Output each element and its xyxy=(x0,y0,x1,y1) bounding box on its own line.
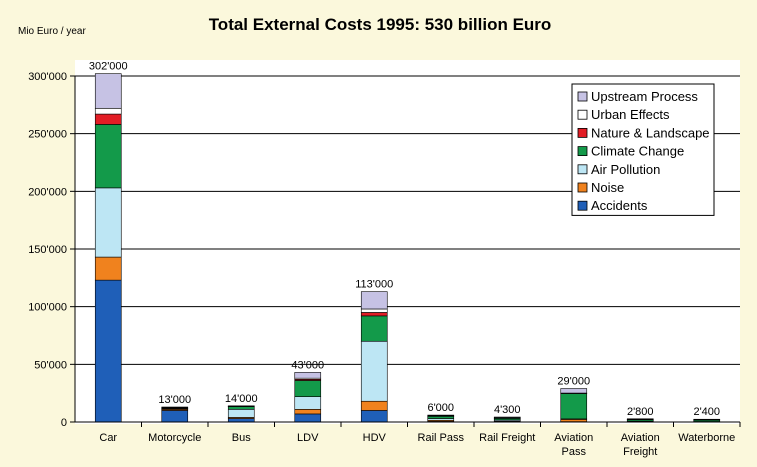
x-tick-label: Aviation xyxy=(554,432,593,444)
y-tick-label: 300'000 xyxy=(28,71,67,83)
bar-segment xyxy=(94,73,122,109)
legend-swatch xyxy=(577,182,588,193)
bar-total-label: 6'000 xyxy=(427,402,454,414)
bar-total-label: 2'400 xyxy=(693,406,720,418)
bar-segment xyxy=(560,393,588,420)
x-tick-label: Waterborne xyxy=(678,432,735,444)
bar-segment xyxy=(360,410,388,423)
legend-swatch xyxy=(577,127,588,138)
bar-segment xyxy=(360,340,388,402)
legend-swatch xyxy=(577,200,588,211)
bar-segment xyxy=(94,256,122,281)
legend-swatch xyxy=(577,91,588,102)
bar-segment xyxy=(227,418,255,423)
y-tick-label: 200'000 xyxy=(28,186,67,198)
x-tick-label: Aviation xyxy=(621,432,660,444)
legend-label: Urban Effects xyxy=(591,107,670,122)
labels: 0 50'000 100'000 150'000 200'000 250'000 300'0… xyxy=(28,61,735,458)
y-tick-label: 100'000 xyxy=(28,302,67,314)
x-tick-label: Freight xyxy=(623,446,657,458)
bar-total-label: 14'000 xyxy=(225,393,258,405)
legend-box xyxy=(571,83,715,216)
legend-swatch xyxy=(577,109,588,120)
bar-segment xyxy=(360,291,388,310)
bar-total-label: 113'000 xyxy=(355,279,393,291)
x-tick-label: Car xyxy=(99,432,117,444)
bar-segment xyxy=(294,372,322,379)
legend-label: Climate Change xyxy=(591,144,684,159)
bar-segment xyxy=(161,410,189,423)
y-tick-label: 50'000 xyxy=(34,359,67,371)
bar-segment xyxy=(294,413,322,423)
bar-total-label: 43'000 xyxy=(291,359,324,371)
legend-swatch xyxy=(577,164,588,175)
legend-swatch xyxy=(577,146,588,157)
bar-total-label: 29'000 xyxy=(557,376,590,388)
bar-segment xyxy=(626,418,654,420)
x-tick-label: HDV xyxy=(363,432,387,444)
axes xyxy=(70,75,741,427)
bar-total-label: 13'000 xyxy=(158,394,191,406)
bar-total-label: 4'300 xyxy=(494,404,521,416)
legend: Upstream Process Urban Effects Nature & La… xyxy=(571,83,715,216)
bar-segment xyxy=(227,409,255,418)
chart-title: Total External Costs 1995: 530 billion E… xyxy=(209,15,552,34)
bar-segment xyxy=(294,396,322,410)
bar-segment xyxy=(294,409,322,415)
bar-total-label: 2'800 xyxy=(627,406,654,418)
legend-label: Accidents xyxy=(591,198,648,213)
y-tick-label: 250'000 xyxy=(28,129,67,141)
bar-segment xyxy=(427,414,455,416)
bar-segment xyxy=(360,315,388,342)
bar-segment xyxy=(227,405,255,407)
bar-segment xyxy=(360,400,388,411)
x-tick-label: Rail Freight xyxy=(479,432,535,444)
bar-segment xyxy=(560,419,588,422)
y-axis-label: Mio Euro / year xyxy=(18,26,86,37)
x-tick-label: Motorcycle xyxy=(148,432,201,444)
y-tick-label: 0 xyxy=(61,417,67,429)
legend-label: Upstream Process xyxy=(591,89,698,104)
bar-segment xyxy=(693,418,721,421)
x-tick-label: Rail Pass xyxy=(418,432,465,444)
bar-segment xyxy=(161,406,189,408)
bar-segment xyxy=(94,107,122,115)
gridlines xyxy=(75,75,740,365)
x-tick-label: Bus xyxy=(232,432,251,444)
bar-segment xyxy=(94,113,122,125)
bar-segment xyxy=(360,308,388,313)
bar-segment xyxy=(360,312,388,317)
legend-label: Noise xyxy=(591,180,624,195)
y-tick-label: 150'000 xyxy=(28,244,67,256)
legend-label: Nature & Landscape xyxy=(591,125,710,140)
bar-segment xyxy=(94,124,122,189)
legend-label: Air Pollution xyxy=(591,162,660,177)
bar-total-label: 302'000 xyxy=(89,61,128,73)
bar-segment xyxy=(560,388,588,394)
x-tick-label: Pass xyxy=(562,446,587,458)
x-tick-label: LDV xyxy=(297,432,319,444)
bar-segment xyxy=(94,187,122,258)
bar-segment xyxy=(94,279,122,423)
bar-segment xyxy=(493,416,521,419)
bar-segment xyxy=(294,380,322,397)
